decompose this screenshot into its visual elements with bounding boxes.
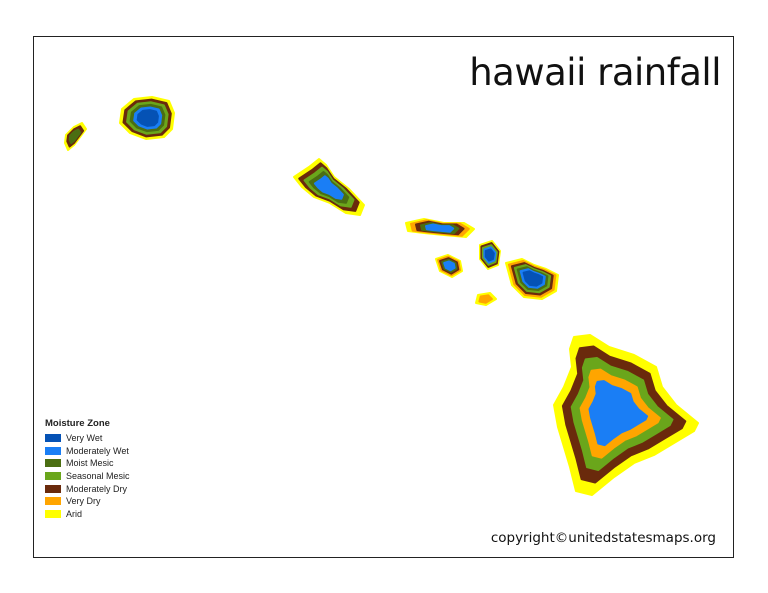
map-frame: hawaii rainfall Moisture Zone Very Wet Mo… <box>33 36 734 558</box>
legend-item: Moist Mesic <box>45 457 130 470</box>
legend-swatch <box>45 497 61 506</box>
legend-title: Moisture Zone <box>45 418 110 429</box>
legend-item: Moderately Wet <box>45 445 130 458</box>
moisture-zone-region <box>425 223 455 233</box>
island-oahu <box>293 158 365 216</box>
legend-label: Very Wet <box>66 433 103 444</box>
moisture-zone-region <box>313 175 344 200</box>
legend-swatch <box>45 484 61 493</box>
legend-swatch <box>45 434 61 443</box>
legend-label: Arid <box>66 508 83 519</box>
island-maui <box>479 240 501 270</box>
legend-item: Seasonal Mesic <box>45 470 130 483</box>
moisture-zone-region <box>68 128 82 145</box>
legend-item: Arid <box>45 508 130 521</box>
moisture-zone-region <box>478 294 493 304</box>
moisture-zone-region <box>522 270 544 287</box>
moisture-zone-region <box>443 260 456 272</box>
legend-swatch <box>45 472 61 481</box>
legend-label: Moist Mesic <box>66 458 114 469</box>
moisture-zone-region <box>484 248 495 262</box>
moisture-zone-region <box>588 380 649 447</box>
map-title: hawaii rainfall <box>469 51 721 94</box>
legend-item: Very Dry <box>45 495 130 508</box>
legend-label: Moderately Wet <box>66 445 129 456</box>
hawaii-map <box>64 96 699 496</box>
island-hawaii <box>553 334 699 496</box>
legend-swatch <box>45 509 61 518</box>
island-niihau <box>64 122 87 151</box>
legend-swatch <box>45 446 61 455</box>
island-kahoolawe <box>475 292 497 306</box>
legend-swatch <box>45 459 61 468</box>
island-molokai <box>405 218 475 238</box>
copyright-text: copyright©unitedstatesmaps.org <box>490 530 716 546</box>
moisture-zone-region <box>136 109 159 127</box>
legend-item: Very Wet <box>45 432 130 445</box>
legend-label: Seasonal Mesic <box>66 471 130 482</box>
island-lanai <box>435 254 463 278</box>
island-kauai <box>119 96 175 140</box>
legend: Moisture Zone Very Wet Moderately Wet Mois… <box>45 418 130 520</box>
legend-label: Moderately Dry <box>66 483 128 494</box>
legend-item: Moderately Dry <box>45 482 130 495</box>
island-maui <box>505 258 559 300</box>
legend-label: Very Dry <box>66 496 101 507</box>
